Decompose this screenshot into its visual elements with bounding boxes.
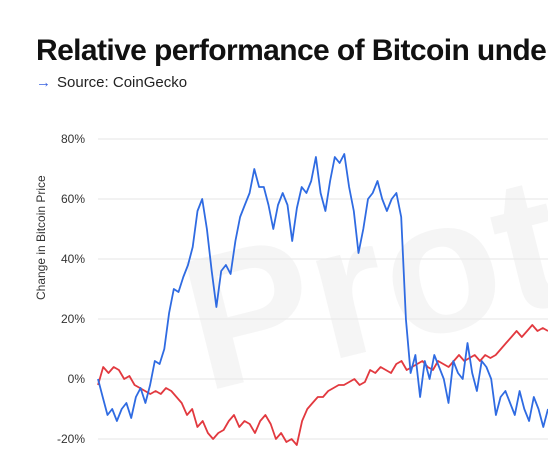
series-lines: [97, 153, 548, 446]
arrow-right-icon: →: [36, 74, 51, 91]
source-text: Source: CoinGecko: [57, 74, 188, 91]
y-tick-label: 40%: [61, 252, 85, 266]
series-line-blue: [97, 153, 548, 428]
watermark: Proto: [164, 106, 548, 432]
y-tick-label: 60%: [61, 192, 85, 206]
y-tick-label: 80%: [61, 132, 85, 146]
y-tick-labels: 80% 60% 40% 20% 0% -20%: [57, 132, 85, 446]
y-tick-label: -20%: [57, 432, 85, 446]
y-tick-label: 0%: [68, 372, 86, 386]
source-line: → Source: CoinGecko: [36, 74, 187, 91]
y-tick-label: 20%: [61, 312, 85, 326]
chart-title: Relative performance of Bitcoin unde: [36, 34, 547, 67]
series-line-red: [97, 324, 548, 446]
